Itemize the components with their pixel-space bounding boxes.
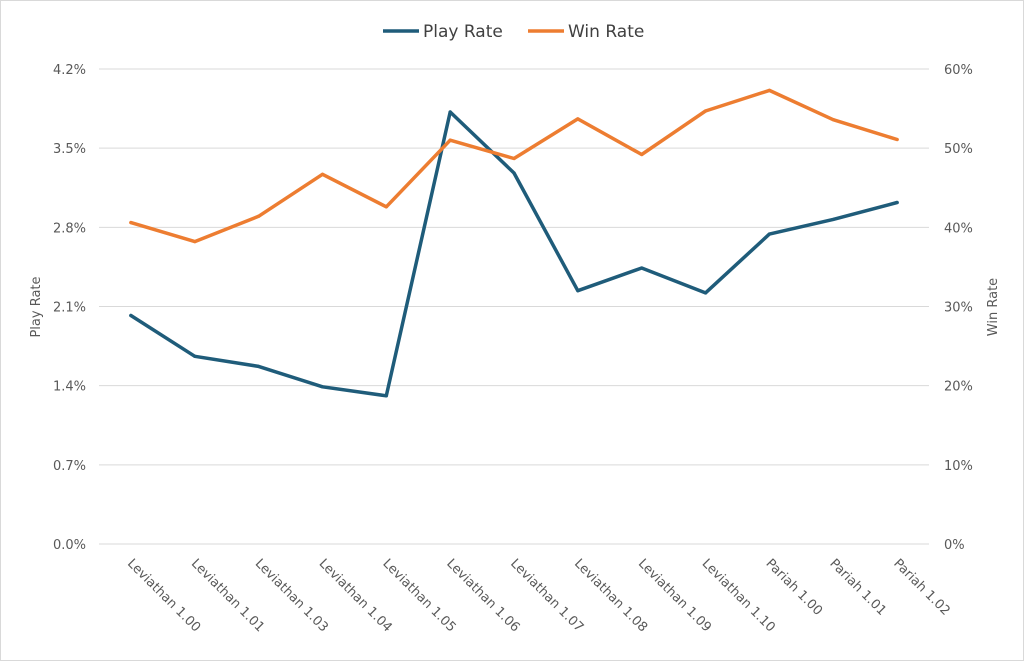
data-point-win-rate [193, 239, 197, 244]
right-tick-label: 10% [944, 459, 973, 474]
x-tick-label: Pariah 1.02 [890, 556, 953, 619]
legend-label-win-rate: Win Rate [568, 22, 644, 42]
left-tick-label: 4.2% [53, 63, 86, 78]
right-tick-label: 30% [944, 301, 973, 316]
right-tick-label: 0% [944, 538, 965, 553]
data-point-play-rate [193, 354, 197, 358]
right-tick-label: 40% [944, 221, 973, 236]
left-tick-label: 3.5% [53, 142, 86, 157]
right-tick-label: 20% [944, 380, 973, 395]
right-axis-title: Win Rate [986, 278, 1001, 336]
data-point-win-rate [129, 220, 133, 225]
left-axis-ticks: 0.0% 0.7% 1.4% 2.1% 2.8% 3.5% 4.2% [53, 63, 86, 553]
data-point-play-rate [640, 266, 644, 270]
series-line-play-rate [129, 110, 899, 398]
series-lines [129, 88, 899, 398]
data-point-win-rate [831, 118, 835, 122]
data-point-play-rate [895, 200, 899, 205]
data-point-win-rate [448, 138, 452, 142]
left-axis-title: Play Rate [29, 276, 44, 337]
left-tick-label: 2.1% [53, 301, 86, 316]
data-point-win-rate [576, 117, 580, 121]
data-point-play-rate [129, 313, 133, 318]
data-point-play-rate [257, 364, 261, 369]
data-point-play-rate [703, 291, 708, 295]
data-point-win-rate [320, 172, 325, 176]
data-point-win-rate [895, 137, 899, 142]
data-point-play-rate [831, 217, 835, 222]
gridlines [99, 68, 929, 545]
right-axis-ticks: 0% 10% 20% 30% 40% 50% 60% [944, 63, 973, 553]
data-point-win-rate [767, 88, 771, 92]
data-point-win-rate [512, 156, 516, 161]
legend: Play Rate Win Rate [383, 22, 644, 42]
data-point-play-rate [320, 385, 325, 389]
data-point-win-rate [703, 109, 708, 113]
data-point-play-rate [576, 289, 580, 293]
left-tick-label: 0.7% [53, 459, 86, 474]
left-tick-label: 1.4% [53, 380, 86, 395]
data-point-win-rate [257, 214, 261, 218]
x-tick-label: Pariah 1.00 [763, 556, 826, 619]
data-point-play-rate [384, 394, 388, 398]
x-tick-label: Pariah 1.01 [826, 556, 889, 619]
right-tick-label: 60% [944, 63, 973, 78]
right-tick-label: 50% [944, 142, 973, 157]
series-line-win-rate [129, 88, 899, 244]
data-point-win-rate [384, 205, 388, 209]
data-point-play-rate [448, 110, 452, 114]
data-point-play-rate [767, 232, 771, 236]
left-tick-label: 2.8% [53, 221, 86, 236]
data-point-play-rate [512, 171, 516, 175]
legend-label-play-rate: Play Rate [423, 22, 503, 42]
data-point-win-rate [640, 152, 644, 157]
left-tick-label: 0.0% [53, 538, 86, 553]
